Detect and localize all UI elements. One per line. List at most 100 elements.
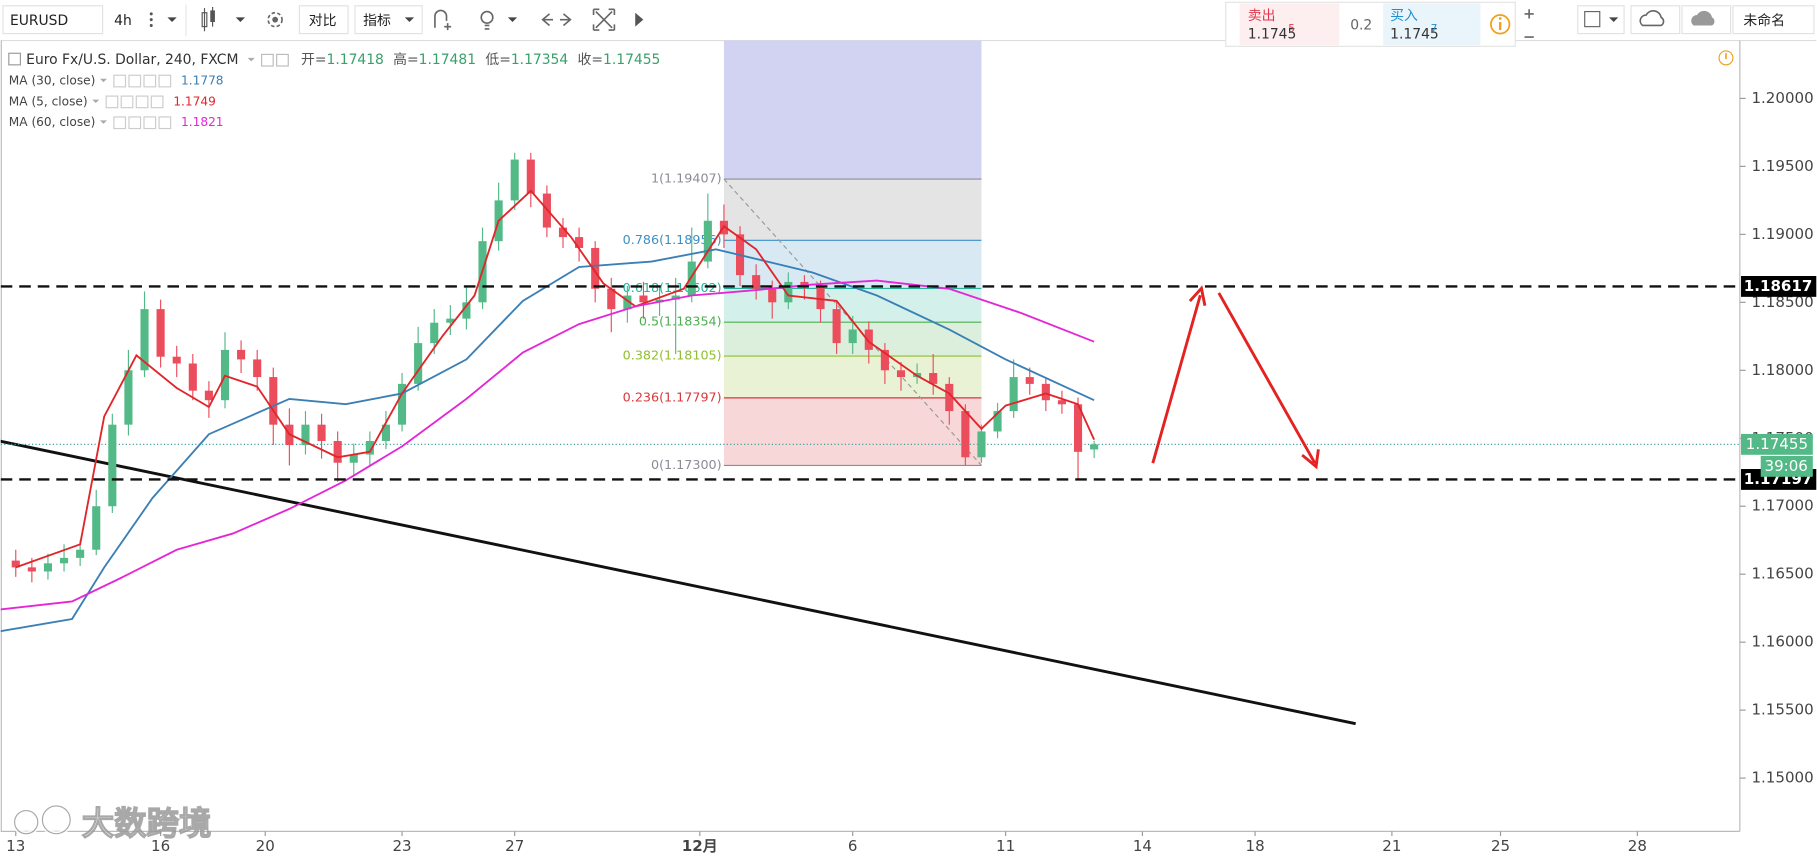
interval[interactable]: 4h <box>114 13 132 29</box>
candle-body <box>880 349 889 371</box>
settings-icon[interactable] <box>267 11 283 28</box>
fib-extension-area <box>723 40 982 180</box>
replay-icon[interactable] <box>480 10 494 30</box>
dropdown[interactable] <box>404 17 415 22</box>
fullscreen-icon[interactable] <box>592 8 616 31</box>
legend-icon <box>276 53 289 67</box>
candle-body <box>961 411 970 458</box>
layout-name[interactable]: 未命名 <box>1743 12 1785 29</box>
candle-body <box>92 506 101 550</box>
candle-body <box>381 424 390 441</box>
legend-icon <box>113 74 127 88</box>
sell-label[interactable]: 卖出 <box>1248 8 1276 24</box>
candle-body <box>124 370 133 425</box>
ohlc-name: 开= <box>301 52 327 68</box>
watermark: 大数跨境 <box>12 803 212 843</box>
candle-body <box>76 549 85 558</box>
up-arrow-head <box>1188 285 1207 306</box>
countdown: 39:06 <box>1764 457 1807 475</box>
legend-icon <box>158 116 172 130</box>
dropdown[interactable] <box>1609 17 1619 22</box>
indicators-button[interactable] <box>354 5 423 35</box>
buy-pip[interactable]: 7 <box>1431 23 1438 35</box>
redo-icon[interactable] <box>559 13 572 27</box>
candle-body <box>929 373 938 384</box>
candle-body <box>832 309 841 344</box>
candle-body <box>333 440 342 463</box>
cloud-icon <box>1639 10 1665 27</box>
symbol-box[interactable] <box>2 5 104 35</box>
more-icon[interactable] <box>149 12 153 27</box>
legend-icon <box>143 74 157 88</box>
legend-icon <box>113 116 127 130</box>
info-icon-dot <box>1498 17 1502 20</box>
candle-body <box>1073 404 1083 452</box>
candle-body <box>703 220 712 262</box>
candle-body <box>430 322 439 344</box>
buy-price[interactable]: 1.1745 <box>1390 27 1439 43</box>
layout-button[interactable] <box>1732 5 1815 35</box>
quantity-buttons[interactable] <box>1524 9 1534 38</box>
compare[interactable]: 对比 <box>309 13 337 29</box>
candle-body <box>317 424 326 441</box>
down-arrow <box>1217 292 1317 464</box>
sell-pip[interactable]: 5 <box>1288 23 1295 35</box>
candle-body <box>204 390 213 401</box>
candle-body <box>816 286 825 310</box>
indicators[interactable]: 指标 <box>363 13 391 29</box>
legend-icon <box>150 95 164 109</box>
candle-body <box>768 288 777 303</box>
compare-button[interactable] <box>298 5 349 35</box>
x-tick-label: 6 <box>848 837 858 855</box>
buy-button[interactable] <box>1383 3 1481 46</box>
candle-body <box>575 237 584 248</box>
candle-body <box>977 431 986 458</box>
play-icon[interactable] <box>635 12 644 27</box>
chart-style-icon[interactable] <box>201 6 215 32</box>
x-tick-label: 25 <box>1491 837 1510 855</box>
legend-value: 1.1778 <box>181 74 223 88</box>
ma-line <box>0 279 1095 611</box>
legend-icon <box>105 95 119 109</box>
ma-line <box>15 189 1095 569</box>
dropdown[interactable] <box>235 17 246 22</box>
buy-label[interactable]: 买入 <box>1390 8 1418 24</box>
drawing-box-button[interactable] <box>1577 5 1625 35</box>
legend-name: MA (60, close) <box>9 115 96 129</box>
warning-icon-bar <box>1725 53 1727 60</box>
warning-icon[interactable] <box>1718 50 1734 66</box>
fib-level-label: 0.786(1.18956) <box>623 233 722 248</box>
dropdown[interactable] <box>167 17 177 22</box>
undo-icon[interactable] <box>541 13 554 27</box>
candle-body <box>993 411 1002 432</box>
symbol[interactable]: EURUSD <box>10 13 68 29</box>
ohlc-value: 1.17418 <box>327 52 384 68</box>
y-tick-label: 1.15000 <box>1751 769 1813 787</box>
legend-name: MA (30, close) <box>9 74 96 88</box>
x-tick-label: 23 <box>392 837 411 855</box>
x-tick-label: 12月 <box>682 837 718 855</box>
x-tick-label: 11 <box>996 837 1015 855</box>
up-arrow <box>1151 294 1202 464</box>
ohlc-name: 低= <box>485 52 511 68</box>
candle-body <box>269 377 278 425</box>
candle-body <box>1041 383 1050 401</box>
legend-icon <box>120 95 134 109</box>
candle-body <box>349 454 358 463</box>
save-button[interactable] <box>1681 5 1732 35</box>
legend-dropdown <box>100 120 107 124</box>
sell-price[interactable]: 1.1745 <box>1248 27 1297 43</box>
y-tick-label: 1.16500 <box>1751 565 1813 583</box>
candle-body <box>1025 377 1034 384</box>
load-button[interactable] <box>1630 5 1681 35</box>
alert-icon[interactable] <box>434 9 452 31</box>
ohlc-value: 1.17455 <box>603 52 660 68</box>
dropdown[interactable] <box>507 17 518 22</box>
trend-line <box>0 439 1356 726</box>
sell-button[interactable] <box>1239 3 1340 46</box>
collapse-icon[interactable] <box>8 52 21 66</box>
watermark-text: 大数跨境 <box>82 805 212 843</box>
last-price-box <box>1741 433 1813 455</box>
info-icon[interactable] <box>1490 14 1511 35</box>
candle-body <box>1057 400 1066 405</box>
